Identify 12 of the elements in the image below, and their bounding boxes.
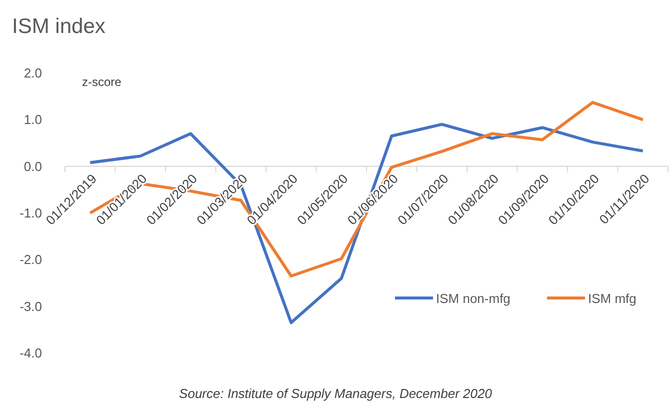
legend-label: ISM mfg xyxy=(588,291,636,306)
legend-label: ISM non-mfg xyxy=(436,291,510,306)
y-axis-title: z-score xyxy=(82,75,122,89)
y-tick-label: -4.0 xyxy=(20,346,42,361)
y-tick-label: -1.0 xyxy=(20,206,42,221)
y-tick-label: 2.0 xyxy=(24,66,42,81)
source-note: Source: Institute of Supply Managers, December 2020 xyxy=(179,386,493,401)
y-tick-label: 0.0 xyxy=(24,158,42,174)
y-tick-label: -2.0 xyxy=(20,252,42,268)
chart-title: ISM index xyxy=(12,15,106,38)
y-tick-label: 1.0 xyxy=(24,112,42,128)
y-tick-label: -3.0 xyxy=(20,298,42,314)
